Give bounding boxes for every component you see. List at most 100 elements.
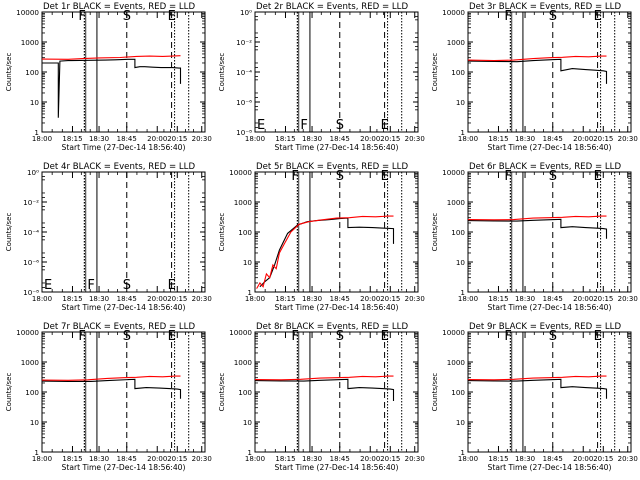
event-marker-label: E	[381, 329, 389, 344]
chart-title: Det 6r BLACK = Events, RED = LLD	[469, 162, 621, 172]
x-tick-label: 18:45	[330, 295, 350, 303]
x-tick-label: 18:45	[117, 295, 137, 303]
y-tick-label: 10⁻⁸	[23, 288, 39, 297]
y-tick-label: 10000	[442, 168, 465, 177]
y-axis-label: Counts/sec	[5, 53, 13, 92]
y-tick-label: 10⁻⁶	[236, 98, 252, 107]
x-tick-label: 20:15	[167, 455, 187, 463]
x-axis-label: Start Time (27-Dec-14 18:56:40)	[488, 143, 612, 152]
event-marker-label: S	[123, 9, 131, 24]
y-tick-label: 10⁻²	[23, 198, 39, 207]
x-tick-label: 20:30	[405, 455, 425, 463]
x-tick-label: 18:00	[458, 135, 478, 143]
x-axis-label: Start Time (27-Dec-14 18:56:40)	[275, 303, 399, 312]
x-tick-label: 18:45	[543, 455, 563, 463]
event-marker-label: E	[168, 9, 176, 24]
x-tick-label: 20:00	[147, 455, 167, 463]
lld-series-line	[467, 375, 607, 381]
chart-panel: Det 5r BLACK = Events, RED = LLD 1 10 100 10…	[218, 162, 425, 312]
y-tick-label: 10000	[229, 168, 252, 177]
x-tick-label: 18:00	[458, 295, 478, 303]
chart-panel: Det 3r BLACK = Events, RED = LLD 1 10 100 10…	[431, 2, 638, 152]
x-tick-label: 20:00	[147, 135, 167, 143]
y-tick-label: 100	[451, 68, 465, 77]
y-tick-label: 100	[25, 388, 39, 397]
x-tick-label: 18:45	[330, 455, 350, 463]
x-tick-label: 20:00	[147, 295, 167, 303]
y-tick-label: 10000	[16, 8, 39, 17]
y-axis-label: Counts/sec	[431, 213, 439, 252]
y-tick-label: 1	[247, 288, 252, 297]
y-tick-label: 10⁻⁶	[23, 258, 39, 267]
y-tick-label: 100	[238, 388, 252, 397]
y-tick-label: 10000	[442, 328, 465, 337]
event-marker-label: F	[300, 118, 307, 133]
y-tick-label: 100	[25, 68, 39, 77]
x-axis-label: Start Time (27-Dec-14 18:56:40)	[275, 463, 399, 472]
event-marker-label: F	[504, 169, 511, 184]
x-tick-label: 18:30	[89, 455, 109, 463]
chart-title: Det 2r BLACK = Events, RED = LLD	[256, 2, 408, 12]
x-tick-label: 18:45	[117, 455, 137, 463]
chart-panel: Det 9r BLACK = Events, RED = LLD 1 10 100 10…	[431, 322, 638, 472]
event-marker-label: S	[123, 329, 131, 344]
y-tick-label: 10⁻²	[236, 38, 252, 47]
x-tick-label: 20:00	[360, 455, 380, 463]
event-marker-label: E	[168, 329, 176, 344]
y-axis-label: Counts/sec	[5, 373, 13, 412]
x-tick-label: 18:00	[245, 295, 265, 303]
y-tick-label: 100	[451, 228, 465, 237]
x-tick-label: 20:15	[380, 295, 400, 303]
event-marker-label: F	[291, 169, 298, 184]
events-series-line	[467, 378, 608, 399]
x-tick-label: 18:30	[515, 135, 535, 143]
chart-title: Det 1r BLACK = Events, RED = LLD	[43, 2, 195, 12]
chart-panel: Det 4r BLACK = Events, RED = LLD 10⁻⁸ 10⁻⁶…	[5, 162, 212, 312]
lld-series-line	[467, 215, 607, 221]
lld-series-line	[41, 55, 181, 60]
chart-title: Det 8r BLACK = Events, RED = LLD	[256, 322, 408, 332]
event-marker-label: E	[381, 118, 389, 133]
y-tick-label: 10	[30, 418, 40, 427]
event-marker-label: S	[336, 169, 344, 184]
y-tick-label: 1000	[21, 38, 40, 47]
x-tick-label: 20:30	[192, 135, 212, 143]
lld-series-line	[254, 375, 394, 381]
y-tick-label: 10	[30, 98, 40, 107]
events-series-line	[41, 378, 182, 399]
lld-series-line	[467, 55, 607, 62]
y-tick-label: 10⁰	[27, 168, 39, 177]
x-tick-label: 18:15	[62, 455, 82, 463]
event-marker-label: E	[594, 329, 602, 344]
y-tick-label: 10	[243, 258, 253, 267]
chart-title: Det 5r BLACK = Events, RED = LLD	[256, 162, 408, 172]
y-tick-label: 10⁻⁴	[23, 228, 39, 237]
y-axis-label: Counts/sec	[431, 373, 439, 412]
chart-panel: Det 8r BLACK = Events, RED = LLD 1 10 100 10…	[218, 322, 425, 472]
y-tick-label: 100	[451, 388, 465, 397]
x-tick-label: 18:15	[275, 295, 295, 303]
x-tick-label: 18:45	[543, 135, 563, 143]
event-marker-label: S	[549, 329, 557, 344]
y-tick-label: 1	[460, 448, 465, 457]
y-tick-label: 1	[460, 128, 465, 137]
x-tick-label: 18:00	[245, 135, 265, 143]
event-marker-label: S	[123, 278, 131, 293]
y-tick-label: 10⁰	[240, 8, 252, 17]
event-marker-label: S	[336, 118, 344, 133]
y-axis-label: Counts/sec	[5, 213, 13, 252]
chart-title: Det 9r BLACK = Events, RED = LLD	[469, 322, 621, 332]
event-marker-label: E	[381, 169, 389, 184]
y-tick-label: 10	[456, 98, 466, 107]
y-tick-label: 1	[460, 288, 465, 297]
y-tick-label: 1000	[447, 198, 466, 207]
y-tick-label: 10⁻⁴	[236, 68, 252, 77]
events-series-line	[254, 378, 395, 401]
y-axis-label: Counts/sec	[218, 213, 226, 252]
chart-panel: Det 6r BLACK = Events, RED = LLD 1 10 100 10…	[431, 162, 638, 312]
plot-frame	[254, 11, 419, 133]
x-tick-label: 18:30	[302, 455, 322, 463]
x-tick-label: 18:30	[89, 295, 109, 303]
event-marker-label: F	[78, 329, 85, 344]
y-tick-label: 10000	[442, 8, 465, 17]
